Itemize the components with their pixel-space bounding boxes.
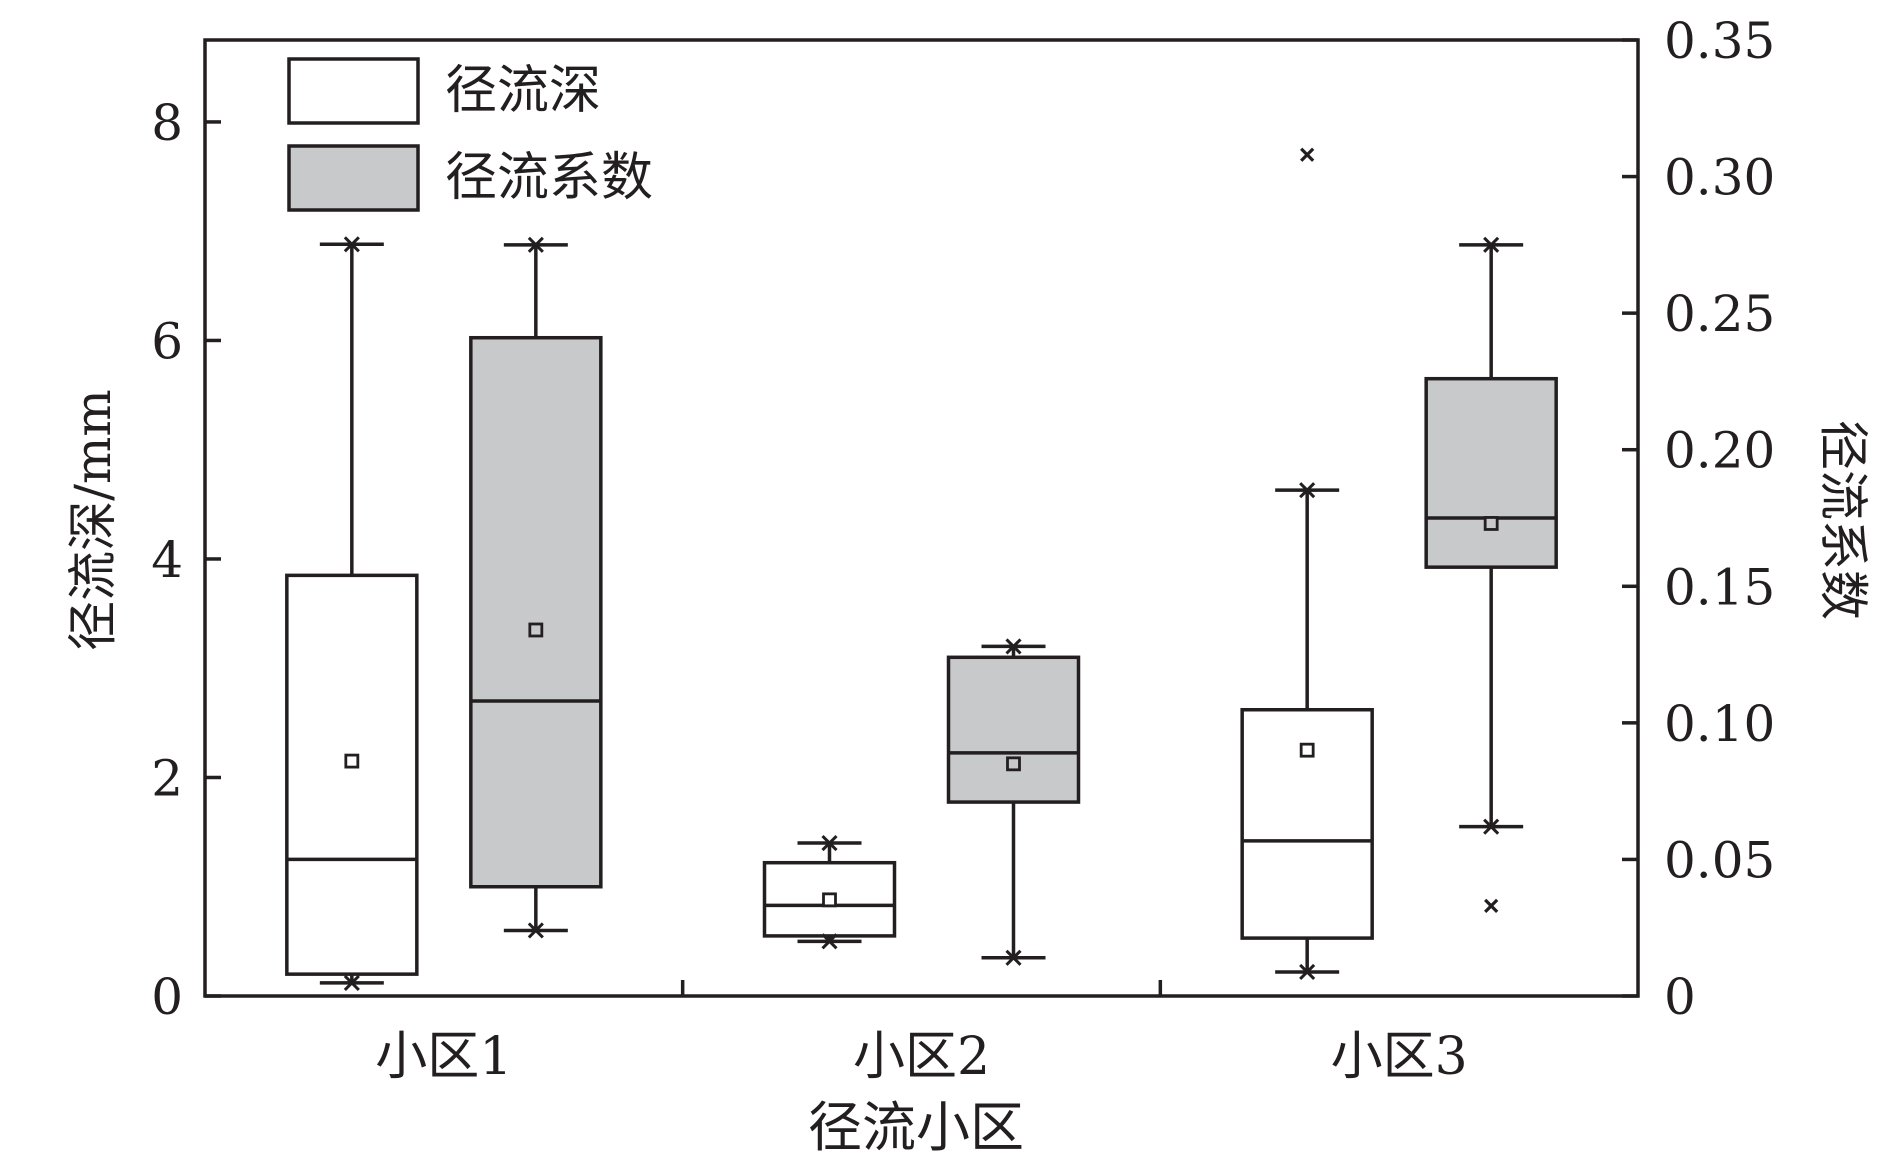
legend: 径流深 径流系数 — [287, 57, 653, 212]
legend-label-runoff-coefficient: 径流系数 — [445, 148, 653, 208]
box-runoff-depth-3 — [1240, 488, 1374, 974]
min-marker — [820, 933, 839, 950]
y-right-tick-label: 0.25 — [1664, 285, 1775, 343]
mean-marker — [1299, 742, 1315, 758]
mean-marker — [1006, 756, 1021, 772]
min-marker — [1298, 963, 1317, 981]
plot-area — [285, 147, 1558, 991]
box-runoff-coefficient-2 — [946, 644, 1081, 960]
y-right-tick-label: 0.35 — [1664, 12, 1775, 70]
y-right-tick-label: 0.10 — [1664, 695, 1775, 753]
axes: 0 2 4 6 8 0 0.05 0.10 0.15 0.20 0.25 0.30 0.35 小区1 小区2… — [151, 12, 1775, 1087]
box-body — [1424, 376, 1558, 569]
y-left-tick-label: 4 — [151, 531, 183, 589]
box-runoff-coefficient-3 — [1424, 243, 1558, 829]
box-body — [469, 335, 603, 889]
min-marker — [1004, 949, 1023, 966]
box-runoff-depth-1 — [285, 242, 419, 985]
max-marker — [820, 834, 839, 852]
y-right-tick-label: 0.05 — [1664, 831, 1775, 889]
max-marker — [526, 236, 545, 253]
outlier-marker — [1300, 147, 1315, 162]
max-marker — [1004, 638, 1023, 655]
mean-marker — [1483, 516, 1499, 531]
y-left-tick-label: 6 — [151, 312, 183, 370]
box-body — [946, 655, 1081, 804]
plot-frame — [203, 38, 1640, 998]
max-marker — [1482, 236, 1501, 253]
x-tick-label: 小区3 — [1331, 1027, 1468, 1087]
x-axis-title: 径流小区 — [808, 1096, 1024, 1159]
box-runoff-coefficient-1 — [469, 243, 603, 933]
x-tick-label: 小区1 — [375, 1027, 512, 1087]
y-right-tick-label: 0.20 — [1664, 422, 1775, 480]
mean-marker — [528, 622, 544, 638]
mean-marker — [822, 892, 837, 908]
box-body — [285, 573, 419, 976]
mean-marker — [344, 753, 360, 769]
min-marker — [526, 922, 545, 939]
y-right-tick-label: 0.15 — [1664, 558, 1775, 616]
y-right-tick-label: 0.30 — [1664, 149, 1775, 207]
outlier-marker-stroke — [1300, 147, 1315, 162]
y-right-tick-label: 0 — [1664, 968, 1696, 1026]
legend-label-runoff-depth: 径流深 — [445, 61, 601, 121]
x-tick-label: 小区2 — [853, 1027, 990, 1087]
y-left-tick-label: 2 — [151, 749, 183, 807]
y-axis-left-title: 径流深/mm — [64, 389, 122, 651]
outlier-marker-stroke — [1484, 898, 1499, 913]
min-marker — [1482, 818, 1501, 835]
legend-swatch-runoff-depth — [287, 57, 420, 125]
box-runoff-depth-2 — [762, 841, 897, 944]
min-marker — [342, 974, 361, 991]
legend-swatch-runoff-coefficient — [287, 144, 420, 212]
y-left-tick-label: 8 — [151, 94, 183, 152]
max-marker — [342, 236, 361, 253]
y-left-tick-label: 0 — [151, 968, 183, 1026]
max-marker — [1298, 482, 1317, 499]
y-axis-right-title: 径流系数 — [1814, 420, 1872, 620]
outlier-marker — [1484, 898, 1499, 913]
